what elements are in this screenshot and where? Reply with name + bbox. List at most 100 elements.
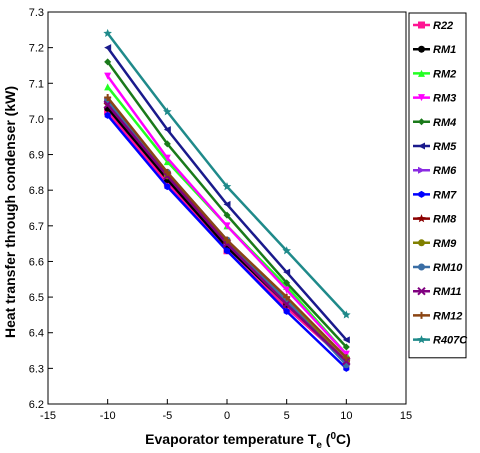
plus-marker — [283, 293, 291, 301]
plus-marker — [342, 354, 350, 362]
x-axis-title-close: C) — [336, 431, 351, 447]
y-tick-label: 7.1 — [29, 78, 44, 90]
triangle-left-marker — [163, 126, 171, 134]
diamond-marker — [104, 58, 112, 66]
x-tick-label: -10 — [100, 410, 116, 422]
legend-label: RM4 — [433, 117, 456, 129]
legend-label: RM12 — [433, 310, 462, 322]
x-axis-title-subscript: e — [316, 440, 322, 451]
hexagon-marker — [223, 247, 231, 255]
legend-label: RM8 — [433, 214, 457, 226]
hexagon-marker — [104, 111, 111, 119]
series-rm12 — [104, 94, 350, 362]
y-tick-label: 7.3 — [29, 7, 44, 19]
legend-label: R407C — [433, 335, 468, 347]
plus-marker — [418, 311, 425, 319]
legend-label: RM7 — [433, 189, 457, 201]
legend-label: R22 — [433, 20, 453, 32]
triangle-left-marker — [342, 336, 350, 344]
triangle-down-marker — [163, 154, 171, 162]
triangle-up-marker — [163, 158, 171, 166]
star-marker — [163, 107, 172, 116]
hexagon-marker — [164, 183, 171, 191]
y-tick-label: 6.3 — [29, 363, 44, 375]
star-marker — [417, 335, 426, 344]
square-marker — [418, 21, 425, 29]
x-tick-label: 5 — [284, 410, 290, 422]
legend-item: RM8 — [413, 214, 457, 226]
ticks-group: -15 -10 -5 0 5 10 15 6.2 6.3 6.4 6.5 6.6 6.7 6.8 6.9 7.… — [29, 7, 412, 422]
legend-item: RM10 — [413, 262, 463, 274]
diamond-marker — [223, 211, 231, 219]
triangle-up-marker — [104, 83, 112, 91]
x-marker — [282, 300, 291, 309]
diamond-marker — [283, 279, 291, 287]
legend-item: RM9 — [413, 238, 457, 250]
triangle-down-marker — [418, 94, 425, 102]
triangle-down-marker — [283, 286, 291, 294]
legend-label: RM11 — [433, 286, 462, 298]
circle-marker — [418, 239, 425, 247]
triangle-right-marker — [418, 166, 425, 174]
x-axis-title: Evaporator temperature Te (0C) — [145, 431, 351, 451]
triangle-down-marker — [342, 350, 350, 358]
legend-item: RM12 — [413, 310, 462, 322]
legend-item: RM6 — [413, 165, 457, 177]
circle-marker — [418, 263, 425, 271]
triangle-down-marker — [104, 72, 112, 80]
diamond-marker — [163, 140, 171, 148]
legend-item: RM5 — [413, 141, 457, 153]
y-tick-label: 6.2 — [29, 399, 44, 411]
star-marker — [222, 182, 232, 191]
legend-label: RM5 — [433, 141, 457, 153]
series-group — [103, 28, 351, 372]
x-axis-title-main: Evaporator temperature T — [145, 431, 317, 447]
y-tick-label: 6.5 — [29, 292, 44, 304]
legend-label: RM1 — [433, 44, 456, 56]
x-tick-label: 10 — [340, 410, 352, 422]
square-marker — [104, 108, 112, 116]
square-marker — [283, 304, 291, 312]
x-tick-label: -5 — [162, 410, 172, 422]
legend-label: RM6 — [433, 165, 457, 177]
legend-group: R22 RM1 RM2 RM3 RM4 RM5 RM6 RM7 RM8 RM9 RM10 RM11 RM… — [408, 12, 468, 359]
circle-marker — [418, 45, 425, 53]
legend-item: RM3 — [413, 93, 456, 105]
legend-item: R22 — [413, 20, 453, 32]
plus-marker — [163, 168, 171, 176]
legend-item: RM11 — [413, 286, 462, 298]
legend-box — [408, 12, 467, 359]
x-tick-label: -15 — [40, 410, 56, 422]
plus-marker — [104, 94, 112, 102]
legend-item: R407C — [413, 335, 468, 347]
hexagon-marker — [283, 307, 290, 315]
star-marker — [417, 214, 426, 223]
diamond-marker — [342, 343, 350, 351]
y-tick-label: 6.4 — [29, 328, 44, 340]
y-tick-label: 7.0 — [29, 114, 44, 126]
series-rm5 — [104, 44, 350, 344]
y-tick-label: 6.8 — [29, 185, 44, 197]
x-axis-title-superscript: 0 — [330, 431, 336, 442]
x-tick-label: 15 — [400, 410, 412, 422]
legend-item: RM1 — [413, 44, 456, 56]
triangle-up-marker — [418, 69, 425, 77]
x-marker — [342, 357, 351, 366]
x-marker — [417, 286, 426, 296]
y-axis-title: Heat transfer through condenser (kW) — [2, 86, 18, 338]
triangle-left-marker — [104, 44, 112, 52]
star-marker — [282, 246, 291, 255]
hexagon-marker — [418, 190, 425, 198]
legend-item: RM7 — [413, 189, 457, 201]
y-tick-label: 6.6 — [29, 256, 44, 268]
square-marker — [163, 179, 171, 187]
plus-marker — [223, 236, 231, 244]
legend-label: RM9 — [433, 238, 457, 250]
series-rm4 — [104, 58, 350, 351]
series-r407c — [103, 28, 351, 319]
triangle-left-marker — [223, 200, 231, 208]
star-marker — [342, 310, 351, 319]
legend-item: RM4 — [413, 117, 456, 129]
